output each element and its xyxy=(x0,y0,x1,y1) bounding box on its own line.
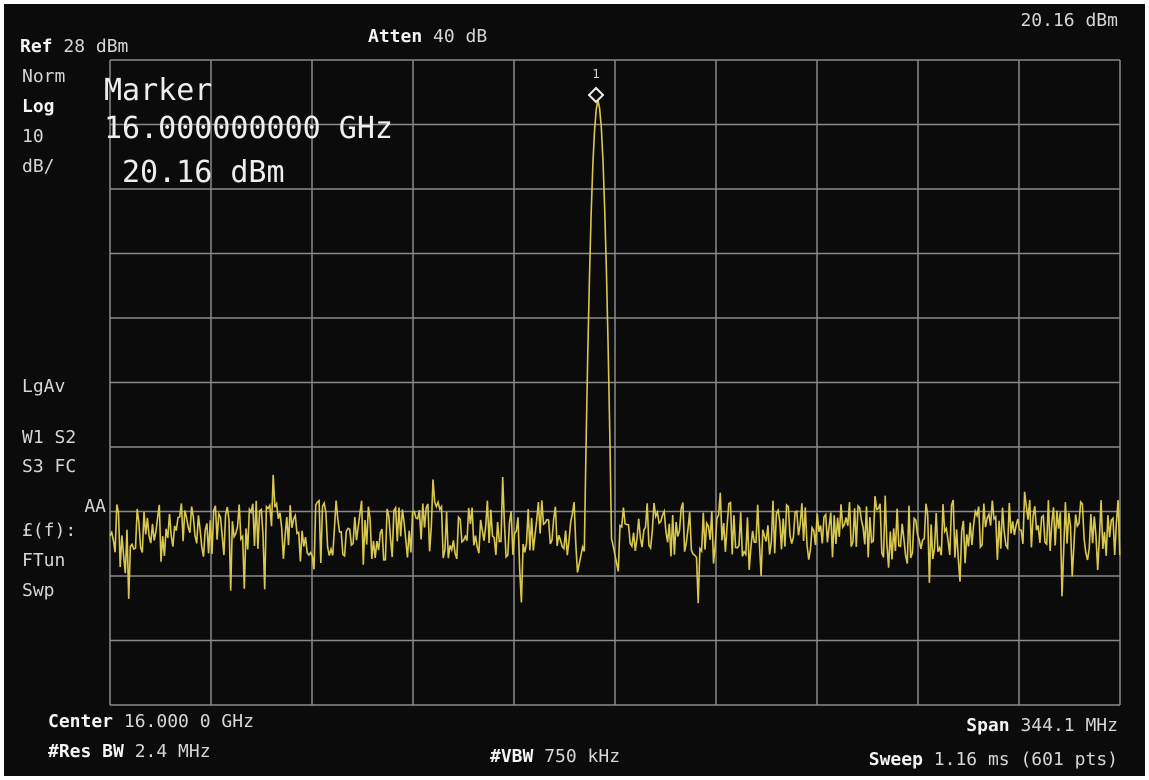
side-label: AA xyxy=(84,496,106,517)
page: Ref 28 dBm Atten 40 dB 20.16 dBm Norm Log… xyxy=(0,0,1149,780)
vbw: #VBW 750 kHz xyxy=(490,746,620,767)
side-label: Norm xyxy=(22,66,65,87)
atten: Atten 40 dB xyxy=(368,26,487,47)
side-label: Swp xyxy=(22,580,55,601)
ref-label: Ref 28 dBm xyxy=(20,36,128,57)
side-label: LgAv xyxy=(22,376,65,397)
span: Span 344.1 MHz xyxy=(966,715,1118,736)
span-value: 344.1 MHz xyxy=(1020,715,1118,736)
center: Center 16.000 0 GHz xyxy=(48,711,254,732)
marker-title: Marker xyxy=(104,73,212,108)
side-label: W1 S2 xyxy=(22,427,76,448)
side-label: Log xyxy=(22,96,55,117)
side-label: dB/ xyxy=(22,156,55,177)
sweep-value: 1.16 ms (601 pts) xyxy=(934,749,1118,770)
side-label: FTun xyxy=(22,550,65,571)
rbw: #Res BW 2.4 MHz xyxy=(48,741,211,762)
atten-label: Atten xyxy=(368,26,422,47)
ref-value: 28 dBm xyxy=(63,36,128,57)
rbw-label: #Res BW xyxy=(48,741,124,762)
span-label: Span xyxy=(966,715,1009,736)
side-label: £(f): xyxy=(22,520,76,541)
marker-level: 20.16 dBm xyxy=(122,155,285,190)
marker-number: 1 xyxy=(592,67,599,81)
vbw-value: 750 kHz xyxy=(544,746,620,767)
ref-label: Ref xyxy=(20,36,53,57)
marker-readout: 20.16 dBm xyxy=(1020,10,1118,31)
side-label: 10 xyxy=(22,126,44,147)
vbw-label: #VBW xyxy=(490,746,534,767)
center-label: Center xyxy=(48,711,113,732)
rbw-value: 2.4 MHz xyxy=(135,741,211,762)
marker-frequency: 16.000000000 GHz xyxy=(104,111,393,146)
side-label: S3 FC xyxy=(22,456,76,477)
analyzer-screen: Ref 28 dBm Atten 40 dB 20.16 dBm Norm Log… xyxy=(0,0,1149,780)
atten-value: 40 dB xyxy=(433,26,487,47)
sweep: Sweep 1.16 ms (601 pts) xyxy=(869,749,1118,770)
sweep-label: Sweep xyxy=(869,749,923,770)
center-value: 16.000 0 GHz xyxy=(124,711,254,732)
